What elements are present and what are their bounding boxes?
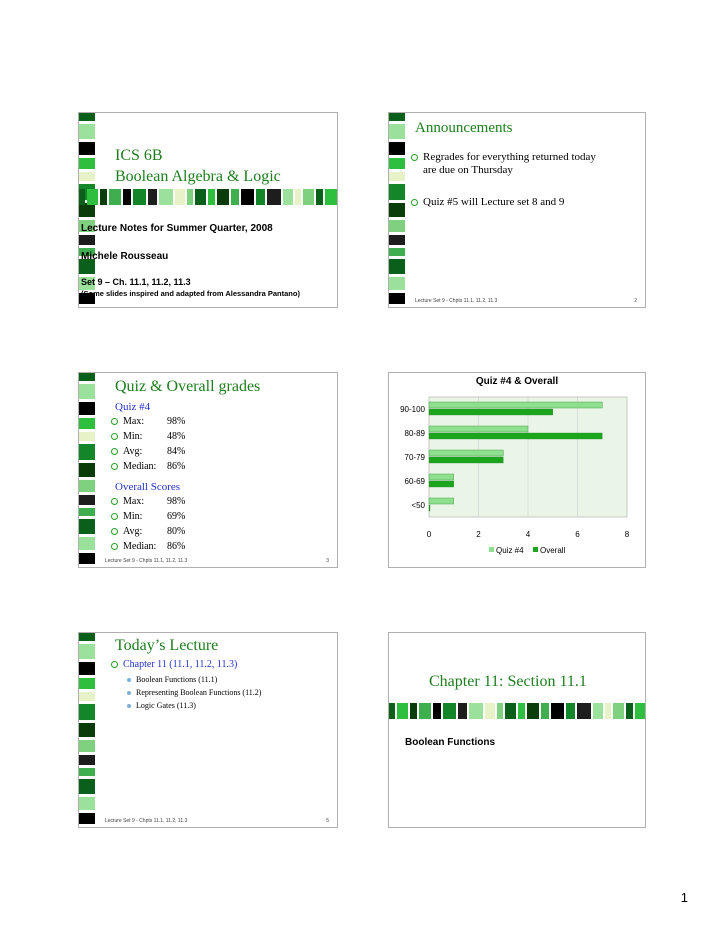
bar-overall — [428, 432, 603, 440]
x-tick-label: 6 — [575, 530, 580, 539]
bullet-icon — [411, 198, 418, 206]
main-bullet: Chapter 11 (11.1, 11.2, 11.3) — [111, 659, 237, 670]
sub-bullet: Representing Boolean Functions (11.2) — [127, 688, 261, 697]
decorative-band — [389, 703, 645, 719]
stat-value: 48% — [167, 431, 186, 442]
slide-title: Chapter 11: Section 11.1 — [429, 673, 587, 690]
slide-subtitle: Boolean Functions — [405, 737, 495, 748]
bar-quiz4 — [428, 473, 454, 481]
decorative-strip — [79, 633, 95, 827]
stat-label: Avg: — [123, 526, 143, 537]
legend-label: Overall — [540, 546, 566, 555]
y-category-label: 90-100 — [400, 405, 425, 414]
decorative-strip — [389, 113, 405, 307]
bullet-icon — [111, 448, 118, 456]
stat-label: Median: — [123, 541, 157, 552]
bullet-icon — [111, 433, 118, 441]
announcement-item: Quiz #5 will Lecture set 8 and 9 — [411, 196, 564, 208]
stat-label: Min: — [123, 431, 143, 442]
decorative-strip — [79, 373, 95, 567]
stat-row: Median: 86% — [111, 541, 185, 552]
slide-section-title: Chapter 11: Section 11.1 Boolean Functio… — [388, 632, 646, 828]
stat-label: Min: — [123, 511, 143, 522]
slide-grades: Quiz & Overall grades Quiz #4 Overall Sc… — [78, 372, 338, 568]
slide-footer: Lecture Set 9 - Chpts 11.1, 11.2, 11.3 2 — [415, 298, 637, 304]
bullet-icon — [111, 463, 118, 471]
slide-title: ICS 6B Boolean Algebra & Logic Lecture N… — [78, 112, 338, 308]
stat-label: Max: — [123, 416, 145, 427]
bar-chart: Quiz #4 & Overall 0 2 4 6 8 90-100 80-89 70-79 60… — [400, 376, 630, 555]
stat-row: Median: 86% — [111, 461, 185, 472]
bar-overall — [428, 408, 553, 416]
slide-title-line2: Boolean Algebra & Logic — [115, 168, 281, 185]
y-category-label: 60-69 — [405, 477, 426, 486]
slide-title: Quiz & Overall grades — [115, 378, 261, 395]
legend-swatch — [533, 547, 538, 552]
slide-chart: Quiz #4 & Overall 0 2 4 6 8 90-100 80-89 70-79 60… — [388, 372, 646, 568]
bar-overall — [428, 480, 454, 488]
stat-value: 86% — [167, 461, 186, 472]
stat-value: 69% — [167, 511, 186, 522]
stat-label: Avg: — [123, 446, 143, 457]
announcement-item: Regrades for everything returned today — [411, 151, 596, 163]
stat-value: 86% — [167, 541, 186, 552]
bar-quiz4 — [428, 449, 504, 457]
stat-value: 98% — [167, 416, 186, 427]
x-tick-label: 8 — [625, 530, 630, 539]
bullet-icon — [111, 418, 118, 426]
slide-title: Today’s Lecture — [115, 637, 219, 654]
legend-swatch — [489, 547, 494, 552]
slide-footer: Lecture Set 9 - Chpts 11.1, 11.2, 11.3 5 — [105, 818, 329, 824]
slide-title-line1: ICS 6B — [115, 147, 163, 164]
slide-footer: Lecture Set 9 - Chpts 11.1, 11.2, 11.3 3 — [105, 558, 329, 564]
author-line: Michele Rousseau — [81, 251, 169, 262]
bullet-icon — [411, 153, 418, 161]
x-tick-label: 2 — [476, 530, 481, 539]
credit-line: (Some slides inspired and adapted from A… — [81, 289, 300, 298]
stat-row: Avg: 80% — [111, 526, 185, 537]
bullet-dot-icon — [127, 704, 131, 709]
page-number: 1 — [680, 890, 688, 905]
x-tick-label: 4 — [526, 530, 531, 539]
quiz-heading: Quiz #4 — [115, 401, 151, 413]
bullet-icon — [111, 513, 118, 521]
notes-line: Lecture Notes for Summer Quarter, 2008 — [81, 223, 273, 234]
stat-value: 98% — [167, 496, 186, 507]
stat-value: 84% — [167, 446, 186, 457]
y-category-label: <50 — [411, 501, 425, 510]
y-category-label: 80-89 — [405, 429, 426, 438]
overall-heading: Overall Scores — [115, 481, 181, 493]
y-category-label: 70-79 — [405, 453, 426, 462]
set-line: Set 9 – Ch. 11.1, 11.2, 11.3 — [81, 277, 191, 287]
stat-row: Avg: 84% — [111, 446, 185, 457]
bar-quiz4 — [428, 425, 529, 433]
stat-row: Min: 69% — [111, 511, 185, 522]
stat-label: Max: — [123, 496, 145, 507]
chart-title: Quiz #4 & Overall — [476, 376, 558, 387]
bullet-icon — [111, 528, 118, 536]
legend-label: Quiz #4 — [496, 546, 524, 555]
bar-overall — [428, 456, 504, 464]
stat-row: Max: 98% — [111, 416, 185, 427]
sub-bullet: Boolean Functions (11.1) — [127, 675, 217, 684]
stat-row: Min: 48% — [111, 431, 185, 442]
stat-label: Median: — [123, 461, 157, 472]
slide-announcements: Announcements Regrades for everything re… — [388, 112, 646, 308]
slide-todays-lecture: Today’s Lecture Chapter 11 (11.1, 11.2, … — [78, 632, 338, 828]
x-tick-label: 0 — [427, 530, 432, 539]
decorative-band — [79, 189, 337, 205]
bar-quiz4 — [428, 497, 454, 505]
bullet-icon — [111, 498, 118, 506]
bar-quiz4 — [428, 401, 603, 409]
bar-overall — [428, 504, 431, 512]
announcement-item-cont: are due on Thursday — [423, 164, 513, 176]
bullet-icon — [111, 661, 118, 669]
sub-bullet: Logic Gates (11.3) — [127, 701, 196, 710]
bullet-dot-icon — [127, 691, 131, 696]
slide-title: Announcements — [415, 120, 513, 136]
stat-value: 80% — [167, 526, 186, 537]
bullet-icon — [111, 543, 118, 551]
bullet-dot-icon — [127, 678, 131, 683]
stat-row: Max: 98% — [111, 496, 185, 507]
